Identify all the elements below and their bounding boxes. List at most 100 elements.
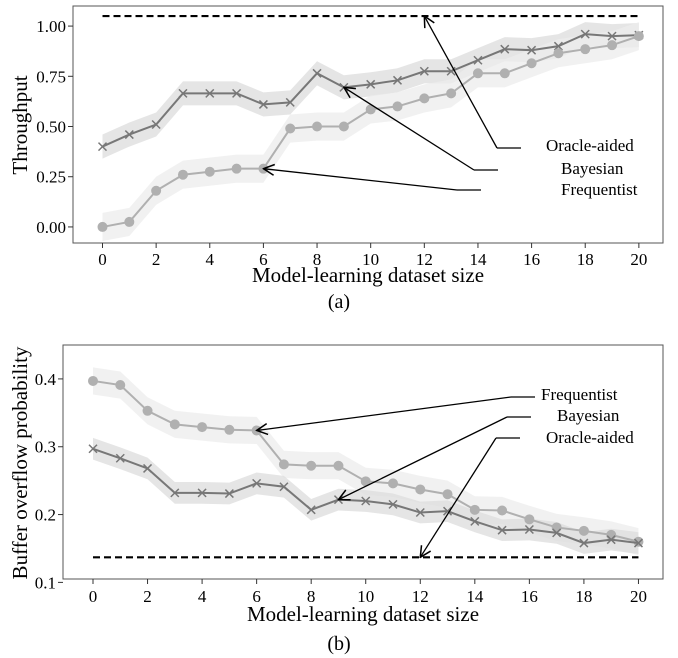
point-frequentist xyxy=(142,405,153,416)
point-frequentist xyxy=(169,419,180,430)
point-bayesian xyxy=(205,88,215,98)
point-frequentist xyxy=(115,380,126,391)
point-frequentist xyxy=(633,31,644,42)
y-tick-label: 1.00 xyxy=(36,17,66,36)
band-bayesian xyxy=(102,22,639,159)
point-bayesian xyxy=(258,99,268,109)
y-tick-label: 0.75 xyxy=(36,67,66,86)
point-frequentist xyxy=(231,163,242,174)
point-frequentist xyxy=(524,514,535,525)
point-frequentist xyxy=(578,525,589,536)
point-bayesian xyxy=(197,488,207,498)
point-bayesian xyxy=(115,453,125,463)
x-tick-label: 18 xyxy=(575,587,592,606)
x-axis-label: Model-learning dataset size xyxy=(252,263,484,287)
y-tick-label: 0.00 xyxy=(36,218,66,237)
point-frequentist xyxy=(204,166,215,177)
point-bayesian xyxy=(279,482,289,492)
plot-frame xyxy=(62,344,664,580)
point-frequentist xyxy=(606,529,617,540)
point-frequentist xyxy=(197,422,208,433)
point-bayesian xyxy=(500,44,510,54)
chart-buffer-overflow: Frequentist Bayesian Oracle-aided 0 2 4 6 8 1… xyxy=(8,344,664,655)
point-frequentist xyxy=(338,121,349,132)
point-frequentist xyxy=(278,459,289,470)
x-tick-label: 8 xyxy=(313,250,322,269)
point-bayesian xyxy=(527,45,537,55)
point-bayesian xyxy=(552,528,562,538)
x-tick-label: 12 xyxy=(412,587,429,606)
point-bayesian xyxy=(151,119,161,130)
point-frequentist xyxy=(124,216,135,227)
annotation-arrow-oracle-aided xyxy=(420,437,520,557)
point-bayesian xyxy=(633,538,643,548)
y-tick-label: 0.25 xyxy=(36,168,66,187)
point-bayesian xyxy=(170,488,180,498)
x-tick-label: 16 xyxy=(523,250,540,269)
point-bayesian xyxy=(580,29,590,39)
point-frequentist xyxy=(497,505,508,516)
x-tick-label: 0 xyxy=(89,587,98,606)
annotation-label-oracle-aided: Oracle-aided xyxy=(546,136,634,155)
point-bayesian xyxy=(607,31,617,41)
annotation-label-oracle-aided: Oracle-aided xyxy=(546,428,634,447)
annotation-arrow-bayesian xyxy=(338,416,531,500)
point-frequentist xyxy=(333,460,344,471)
point-frequentist xyxy=(472,68,483,79)
point-frequentist xyxy=(177,169,188,180)
annotation-arrow-bayesian xyxy=(344,87,498,171)
point-bayesian xyxy=(415,508,425,518)
x-tick-label: 6 xyxy=(259,250,268,269)
point-frequentist xyxy=(312,121,323,132)
x-tick-label: 10 xyxy=(362,250,379,269)
x-tick-label: 4 xyxy=(198,587,207,606)
y-axis-label: Throughput xyxy=(8,75,32,174)
x-tick-label: 2 xyxy=(143,587,152,606)
x-tick-label: 0 xyxy=(98,250,107,269)
point-bayesian xyxy=(579,538,589,548)
point-frequentist xyxy=(442,489,453,500)
y-tick-label: 0.1 xyxy=(35,573,56,592)
point-bayesian xyxy=(224,489,234,499)
x-tick-label: 14 xyxy=(466,587,484,606)
annotation-label-frequentist: Frequentist xyxy=(541,385,618,404)
y-axis-label: Buffer overflow probability xyxy=(8,346,32,579)
plot-frame xyxy=(72,5,664,244)
x-tick-label: 16 xyxy=(521,587,538,606)
point-frequentist xyxy=(224,424,235,435)
point-frequentist xyxy=(88,375,98,386)
annotations: Oracle-aided Bayesian Frequentist xyxy=(263,16,638,199)
point-frequentist xyxy=(499,68,510,79)
point-frequentist xyxy=(580,44,591,55)
point-frequentist xyxy=(392,101,403,112)
point-bayesian xyxy=(524,524,534,535)
point-bayesian xyxy=(388,499,398,509)
band-bayesian xyxy=(93,437,639,554)
caption: (a) xyxy=(328,291,350,313)
x-tick-label: 4 xyxy=(206,250,215,269)
x-axis-label: Model-learning dataset size xyxy=(247,602,479,626)
caption: (b) xyxy=(327,633,350,655)
point-bayesian xyxy=(361,496,371,506)
point-bayesian xyxy=(252,478,262,488)
point-frequentist xyxy=(97,221,108,232)
point-bayesian xyxy=(178,88,188,98)
axis-ticks: 0 2 4 6 8 10 12 14 16 18 20 0.1 0.2 0.3 0.4 xyxy=(35,370,647,606)
x-tick-label: 20 xyxy=(630,587,647,606)
annotation-label-frequentist: Frequentist xyxy=(561,180,638,199)
point-bayesian xyxy=(312,68,322,78)
y-tick-label: 0.50 xyxy=(36,118,66,137)
point-bayesian xyxy=(97,142,108,152)
point-frequentist xyxy=(469,504,480,515)
point-frequentist xyxy=(446,88,457,99)
point-bayesian xyxy=(473,55,483,65)
point-bayesian xyxy=(606,535,616,545)
point-bayesian xyxy=(470,516,480,526)
point-bayesian xyxy=(88,444,98,454)
y-tick-label: 0.4 xyxy=(35,370,57,389)
chart-throughput: Oracle-aided Bayesian Frequentist 0 2 4 6 8 1… xyxy=(8,5,664,313)
point-bayesian xyxy=(232,88,242,98)
x-tick-label: 14 xyxy=(469,250,487,269)
point-bayesian xyxy=(497,525,507,535)
